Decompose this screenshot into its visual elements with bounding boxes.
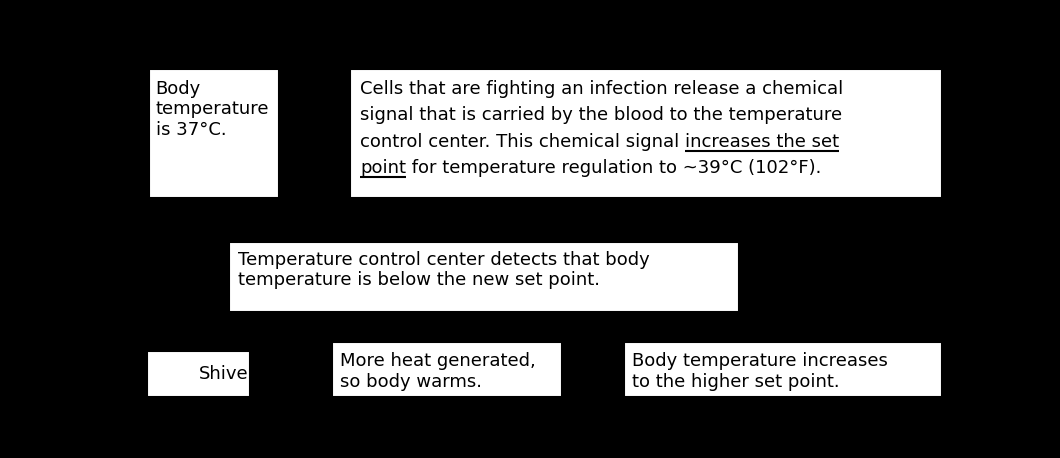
FancyBboxPatch shape — [350, 69, 941, 198]
FancyBboxPatch shape — [332, 343, 562, 397]
Text: Shivering: Shivering — [199, 365, 284, 383]
Text: Body
temperature
is 37°C.: Body temperature is 37°C. — [156, 80, 269, 139]
Text: increases the set: increases the set — [685, 132, 840, 151]
Text: signal that is carried by the blood to the temperature: signal that is carried by the blood to t… — [360, 106, 843, 124]
Text: point: point — [360, 159, 406, 177]
Text: Temperature control center detects that body
temperature is below the new set po: Temperature control center detects that … — [237, 251, 650, 289]
Text: Cells that are fighting an infection release a chemical: Cells that are fighting an infection rel… — [360, 80, 844, 98]
Text: for temperature regulation to ~39°C (102°F).: for temperature regulation to ~39°C (102… — [406, 159, 822, 177]
FancyBboxPatch shape — [623, 343, 942, 397]
FancyBboxPatch shape — [148, 69, 279, 198]
Text: Body temperature increases
to the higher set point.: Body temperature increases to the higher… — [632, 352, 888, 391]
FancyBboxPatch shape — [229, 242, 739, 312]
FancyBboxPatch shape — [147, 351, 250, 397]
Text: control center. This chemical signal: control center. This chemical signal — [360, 132, 685, 151]
Text: More heat generated,
so body warms.: More heat generated, so body warms. — [340, 352, 536, 391]
